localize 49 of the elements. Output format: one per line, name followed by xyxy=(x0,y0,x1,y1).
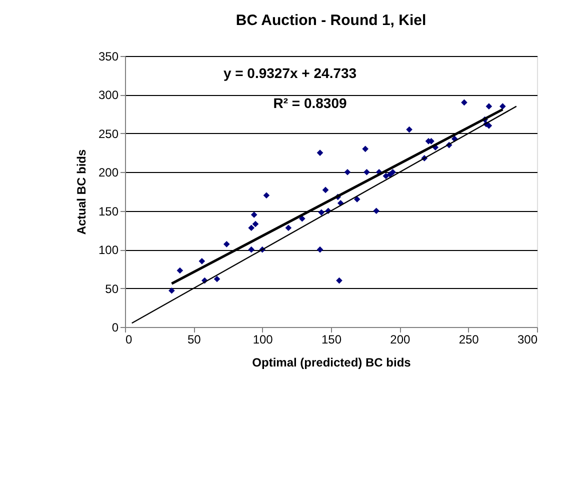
point xyxy=(390,168,396,176)
point xyxy=(250,212,258,218)
point xyxy=(248,224,255,232)
point xyxy=(354,196,360,202)
point xyxy=(486,122,492,129)
point xyxy=(362,146,368,152)
x-tick-label: 50 xyxy=(187,332,202,346)
x-tick-label: 200 xyxy=(390,332,410,346)
point xyxy=(263,192,270,199)
point xyxy=(223,240,230,248)
x-axis-title: Optimal (predicted) BC bids xyxy=(252,356,412,370)
point xyxy=(344,168,351,176)
point xyxy=(168,287,175,294)
y-tick-label: 50 xyxy=(105,282,119,296)
point xyxy=(336,277,342,284)
point xyxy=(322,186,329,194)
point xyxy=(198,258,206,264)
y-tick-label: 350 xyxy=(98,50,119,64)
y-axis-title: Actual BC bids xyxy=(74,149,88,235)
annotation: y = 0.9327x + 24.733 xyxy=(223,65,357,81)
point xyxy=(461,99,468,106)
point xyxy=(364,168,370,176)
y-tick-label: 250 xyxy=(98,126,119,141)
y-tick-label: 300 xyxy=(98,88,119,102)
x-tick-label: 100 xyxy=(252,332,274,346)
point xyxy=(248,246,255,253)
point xyxy=(316,246,324,253)
point xyxy=(500,103,506,110)
x-tick-label: 250 xyxy=(458,332,480,346)
chart-title: BC Auction - Round 1, Kiel xyxy=(236,12,426,29)
y-tick-label: 100 xyxy=(98,243,119,258)
point xyxy=(285,224,292,232)
annotation: R² = 0.8309 xyxy=(273,95,347,111)
y-tick-label: 0 xyxy=(112,320,119,334)
x-tick-label: 150 xyxy=(321,332,342,346)
x-tick-label: 300 xyxy=(517,332,538,346)
point xyxy=(486,103,492,110)
point xyxy=(316,150,324,156)
y-tick-label: 150 xyxy=(98,204,119,218)
point xyxy=(299,215,306,222)
point xyxy=(214,276,220,282)
y-tick-label: 200 xyxy=(98,166,119,180)
x-tick-label: 0 xyxy=(126,332,132,346)
point xyxy=(382,172,390,180)
point xyxy=(318,209,325,216)
point xyxy=(252,220,259,228)
point xyxy=(406,126,412,133)
point xyxy=(176,267,184,274)
point xyxy=(373,208,380,214)
